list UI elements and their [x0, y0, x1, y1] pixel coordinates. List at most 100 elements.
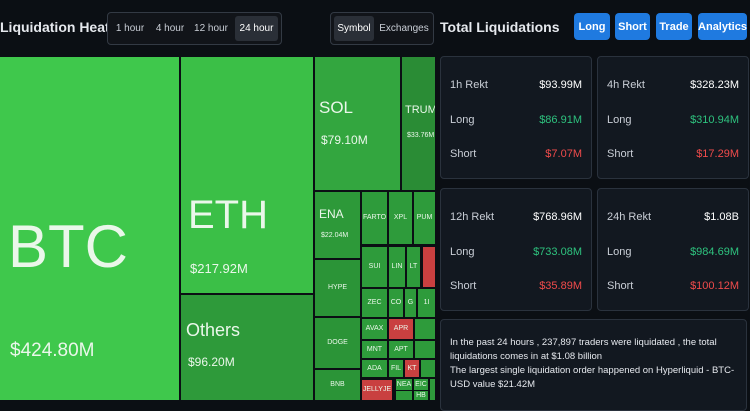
- tile-label: ADA: [367, 364, 382, 372]
- filler-tile: [396, 391, 412, 400]
- tile-content: FIL: [389, 360, 403, 377]
- page: Liquidation Heatmap 1 hour 4 hour 12 hour 24…: [0, 12, 749, 411]
- time-tab[interactable]: 12 hour: [194, 23, 228, 34]
- heatmap-tile[interactable]: BNB: [315, 370, 360, 400]
- heatmap-tile[interactable]: PUM: [414, 192, 435, 244]
- card-label: Long: [607, 246, 632, 258]
- heatmap-tile[interactable]: HB: [414, 391, 428, 400]
- tile-label: ZEC: [367, 299, 382, 307]
- heatmap-tile[interactable]: KT: [405, 360, 419, 377]
- tile-label: MNT: [366, 345, 383, 353]
- view-tab[interactable]: Symbol: [334, 16, 374, 41]
- tile-label: SOL: [319, 98, 354, 117]
- card-value: $86.91M: [539, 114, 582, 126]
- time-tab[interactable]: 24 hour: [235, 16, 278, 41]
- tile-content: BNB: [315, 370, 360, 400]
- card-label: 4h Rekt: [607, 79, 645, 91]
- heatmap-tile[interactable]: DOGE: [315, 318, 360, 368]
- rekt-card: 24h Rekt $1.08B Long $984.69M Short $100.12M: [597, 188, 749, 311]
- action-button[interactable]: Trade: [656, 13, 692, 40]
- time-tab[interactable]: 4 hour: [155, 23, 185, 34]
- tile-label: TRUM: [405, 104, 435, 116]
- card-value: $310.94M: [690, 114, 739, 126]
- heatmap-tile[interactable]: TRUM $33.76M: [402, 57, 435, 190]
- tile-content: G: [405, 289, 416, 317]
- tile-content: HB: [414, 391, 428, 400]
- heatmap-tile[interactable]: ADA: [362, 360, 387, 377]
- tile-content: 1I: [418, 289, 435, 317]
- card-value: $1.08B: [704, 211, 739, 223]
- tile-label: FARTO: [362, 214, 387, 222]
- card-label: 24h Rekt: [607, 211, 652, 223]
- heatmap-tile[interactable]: JELLYJE: [362, 380, 392, 400]
- card-label: Long: [450, 246, 475, 258]
- heatmap-tile[interactable]: EIC: [414, 379, 428, 390]
- heatmap-tile[interactable]: LIN: [389, 247, 405, 287]
- summary-note: In the past 24 hours , 237,897 traders w…: [440, 319, 747, 411]
- heatmap-tile[interactable]: HYPE: [315, 260, 360, 316]
- card-value: $100.12M: [690, 280, 739, 292]
- tile-label: LIN: [391, 263, 403, 271]
- view-tabs: Symbol Exchanges: [330, 12, 434, 45]
- heatmap-tile[interactable]: LT: [407, 247, 420, 287]
- view-tab[interactable]: Exchanges: [379, 23, 429, 34]
- heatmap-tile[interactable]: APT: [389, 341, 413, 358]
- heatmap-tile[interactable]: ENA $22.04M: [315, 192, 360, 258]
- tile-value: $217.92M: [190, 261, 248, 276]
- heatmap-tile[interactable]: Others $96.20M: [181, 295, 313, 400]
- tile-label: HYPE: [327, 284, 348, 292]
- tile-content: AVAX: [362, 319, 387, 339]
- filler-tile: [421, 360, 435, 377]
- heatmap-tile[interactable]: 1I: [418, 289, 435, 317]
- card-value: $768.96M: [533, 211, 582, 223]
- heatmap-title: Liquidation Heatmap: [0, 19, 139, 35]
- tile-value: $33.76M: [407, 132, 435, 139]
- tile-content: ZEC: [362, 289, 387, 317]
- tile-content: HYPE: [315, 260, 360, 316]
- time-tab[interactable]: 1 hour: [115, 23, 145, 34]
- heatmap-tile[interactable]: NEA: [396, 379, 412, 390]
- action-button[interactable]: Short: [615, 13, 650, 40]
- tile-content: APR: [389, 319, 413, 339]
- rekt-card: 1h Rekt $93.99M Long $86.91M Short $7.07M: [440, 56, 592, 179]
- action-button[interactable]: Analytics: [698, 13, 747, 40]
- heatmap-tile[interactable]: CO: [389, 289, 403, 317]
- tile-content: APT: [389, 341, 413, 358]
- heatmap-tile[interactable]: SOL $79.10M: [315, 57, 400, 190]
- tile-content: DOGE: [315, 318, 360, 368]
- tile-content: FARTO: [362, 192, 387, 244]
- tile-content: PUM: [414, 192, 435, 244]
- heatmap-tile[interactable]: ZEC: [362, 289, 387, 317]
- card-value: $7.07M: [545, 148, 582, 160]
- tile-value: $22.04M: [321, 232, 349, 239]
- tile-label: ETH: [188, 193, 268, 237]
- tile-value: $424.80M: [10, 340, 95, 361]
- tile-content: ADA: [362, 360, 387, 377]
- heatmap-tile[interactable]: FARTO: [362, 192, 387, 244]
- tile-content: CO: [389, 289, 403, 317]
- tile-content: EIC: [414, 379, 428, 390]
- heatmap-tile[interactable]: APR: [389, 319, 413, 339]
- card-value: $733.08M: [533, 246, 582, 258]
- heatmap-tile[interactable]: AVAX: [362, 319, 387, 339]
- card-value: $93.99M: [539, 79, 582, 91]
- heatmap-tile[interactable]: SUI: [362, 247, 387, 287]
- filler-tile: [415, 341, 435, 358]
- filler-tile: [430, 379, 435, 400]
- tile-label: JELLYJE: [362, 386, 392, 394]
- tile-content: KT: [405, 360, 419, 377]
- tile-label: SUI: [368, 263, 381, 271]
- heatmap-tile[interactable]: XPL: [389, 192, 412, 244]
- heatmap-tile[interactable]: G: [405, 289, 416, 317]
- action-button[interactable]: Long: [574, 13, 610, 40]
- tile-label: G: [407, 299, 414, 307]
- tile-content: JELLYJE: [362, 380, 392, 400]
- card-label: Long: [607, 114, 632, 126]
- heatmap-tile[interactable]: BTC $424.80M: [0, 57, 179, 400]
- heatmap-tile[interactable]: FIL: [389, 360, 403, 377]
- heatmap-tile[interactable]: ETH $217.92M: [181, 57, 313, 293]
- heatmap-tile[interactable]: MNT: [362, 341, 387, 358]
- card-label: 12h Rekt: [450, 211, 495, 223]
- filler-tile: [423, 247, 435, 287]
- card-value: $984.69M: [690, 246, 739, 258]
